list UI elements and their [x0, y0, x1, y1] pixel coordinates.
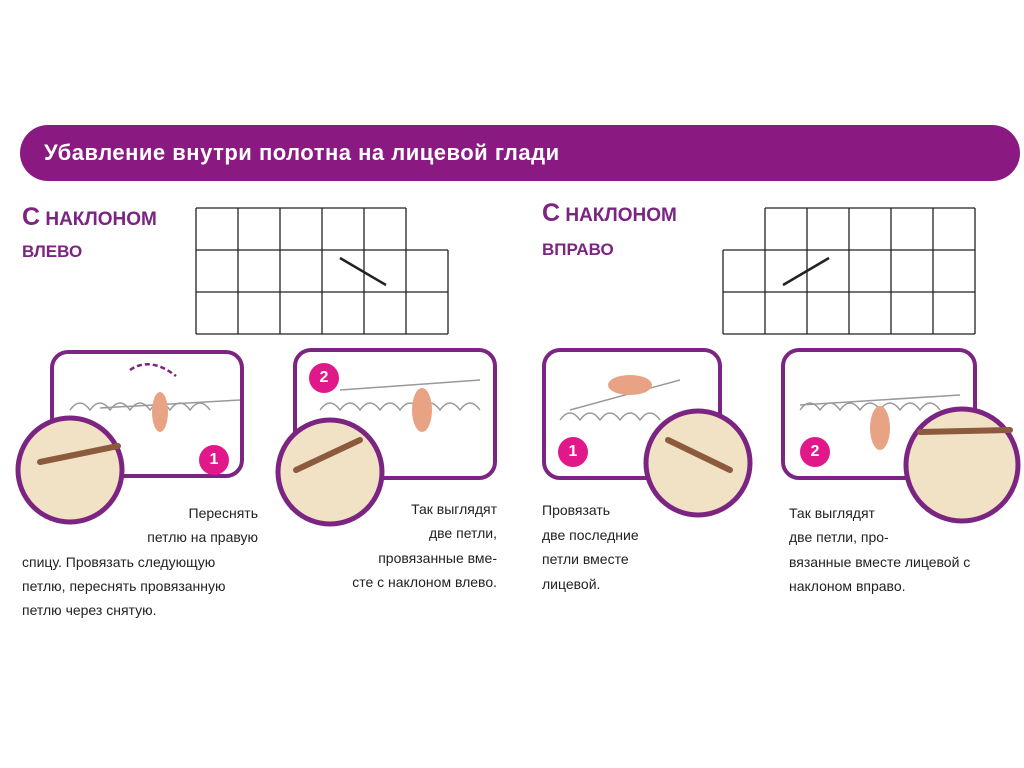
title-rest: НАКЛОНОМ [565, 205, 677, 226]
step-text: вязанные вместе лицевой с [789, 554, 971, 570]
step-number: 1 [209, 451, 219, 468]
title-initial: С [542, 199, 561, 227]
title-initial: С [22, 203, 41, 231]
section-title: С НАКЛОНОМ [542, 199, 677, 228]
step-text: Переснять [188, 505, 258, 521]
step-illustrations [15, 348, 1021, 527]
chart-grid-left [195, 207, 449, 335]
step-number: 1 [568, 443, 578, 460]
header-bar [20, 125, 1020, 181]
step-text: две последние [542, 527, 639, 543]
step-text: Так выглядят [789, 505, 875, 521]
step-number: 2 [810, 443, 820, 460]
step-text: провязанные вме- [378, 550, 497, 566]
step-text: петлю на правую [147, 529, 258, 545]
step-text: лицевой. [542, 576, 601, 592]
step-text: сте с наклоном влево. [352, 574, 497, 590]
step-text: петлю через снятую. [22, 602, 157, 618]
section-subtitle: ВПРАВО [542, 240, 614, 259]
step-text: спицу. Провязать следующую [22, 554, 216, 570]
step-number: 2 [319, 369, 329, 386]
step-text: Так выглядят [411, 501, 497, 517]
step-text: петлю, переснять провязанную [22, 578, 226, 594]
chart-grid-right [722, 207, 976, 335]
section-subtitle: ВЛЕВО [22, 242, 83, 261]
step-text: две петли, про- [789, 529, 889, 545]
header-title: Убавление внутри полотна на лицевой глад… [44, 140, 560, 165]
step-text: две петли, [428, 525, 497, 541]
step-text: Провязать [542, 502, 611, 518]
step-text: петли вместе [542, 551, 629, 567]
title-rest: НАКЛОНОМ [45, 209, 157, 230]
step-text: наклоном вправо. [789, 578, 906, 594]
section-title: С НАКЛОНОМ [22, 203, 157, 232]
